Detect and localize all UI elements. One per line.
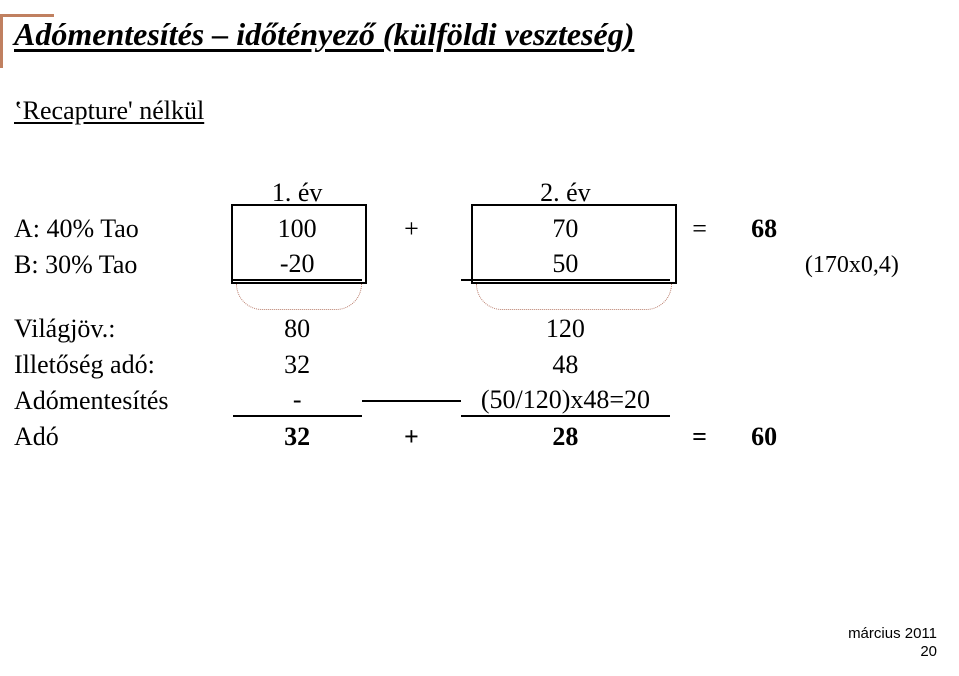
slide-page: Adómentesítés – időtényező (külföldi ves… <box>0 0 959 676</box>
cell-ado-plus: + <box>362 422 461 452</box>
cell-ado-v2: 28 <box>461 422 670 452</box>
row-b: B: 30% Tao -20 50 (170x0,4) <box>14 247 944 283</box>
cell-b-v1: -20 <box>233 249 362 281</box>
footer-page: 20 <box>848 643 937 662</box>
cell-illet-v2: 48 <box>461 350 670 380</box>
cell-a-plus: + <box>362 214 461 244</box>
footer-date: március 2011 <box>848 625 937 644</box>
corner-rule-vertical <box>0 14 3 68</box>
cell-a-v1: 100 <box>233 214 362 244</box>
cell-adoment-gap1 <box>362 400 461 402</box>
footer: március 2011 20 <box>848 625 937 663</box>
cell-ado-res: 60 <box>729 422 799 452</box>
cell-a-v2: 70 <box>461 214 670 244</box>
row-ado: Adó 32 + 28 = 60 <box>14 419 944 455</box>
cell-b-note: (170x0,4) <box>799 252 944 279</box>
cell-ado-label: Adó <box>14 422 233 452</box>
cell-vilag-v1: 80 <box>233 314 362 344</box>
cell-adoment-v1: - <box>233 385 362 417</box>
cell-vilag-v2: 120 <box>461 314 670 344</box>
cell-a-label: A: 40% Tao <box>14 214 233 244</box>
header-row: 1. év 2. év <box>14 175 944 211</box>
row-adomentesites: Adómentesítés - (50/120)x48=20 <box>14 383 944 419</box>
cell-adoment-label: Adómentesítés <box>14 386 233 416</box>
row-a: A: 40% Tao 100 + 70 = 68 <box>14 211 944 247</box>
header-year2: 2. év <box>461 178 670 208</box>
cell-a-eq: = <box>670 214 730 244</box>
page-subtitle: ʽRecapture' nélkül <box>14 96 204 126</box>
row-vilagjov: Világjöv.: 80 120 <box>14 311 944 347</box>
cell-ado-eq: = <box>670 422 730 452</box>
cell-illet-label: Illetőség adó: <box>14 350 233 380</box>
cell-ado-v1: 32 <box>233 422 362 452</box>
cell-adoment-v2: (50/120)x48=20 <box>461 385 670 417</box>
cell-illet-v1: 32 <box>233 350 362 380</box>
calculation-table: 1. év 2. év A: 40% Tao 100 + 70 = 68 B: … <box>14 175 944 455</box>
page-title: Adómentesítés – időtényező (külföldi ves… <box>14 16 634 53</box>
row-illetoseg: Illetőség adó: 32 48 <box>14 347 944 383</box>
header-year1: 1. év <box>233 178 362 208</box>
cell-b-label: B: 30% Tao <box>14 250 233 280</box>
cell-a-res: 68 <box>729 214 799 244</box>
table-spacer <box>14 283 944 311</box>
cell-b-v2: 50 <box>461 249 670 281</box>
cell-vilag-label: Világjöv.: <box>14 314 233 344</box>
